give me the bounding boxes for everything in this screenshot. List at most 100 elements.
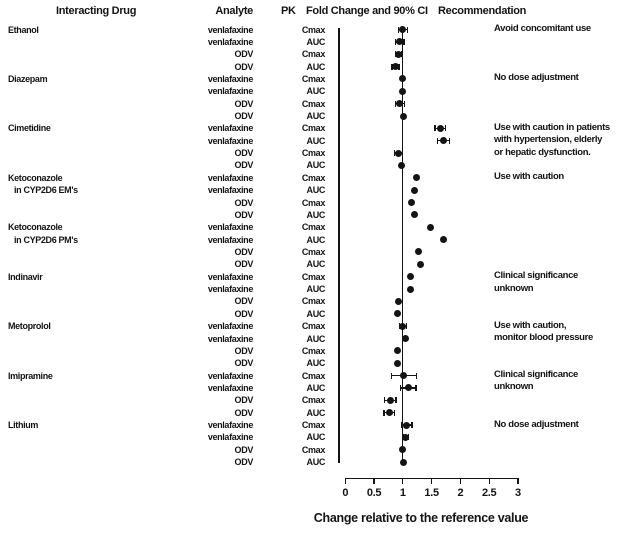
analyte-cell: ODV	[234, 209, 254, 220]
drug-label: Indinavir	[8, 271, 43, 282]
ci-cap-right	[444, 125, 447, 132]
plot-left-border	[338, 28, 340, 463]
analyte-cell: venlafaxine	[207, 185, 254, 196]
point-estimate-dot	[399, 112, 407, 120]
point-estimate-dot	[411, 186, 419, 194]
pk-cell: AUC	[306, 382, 326, 393]
point-estimate-dot	[406, 285, 414, 293]
pk-cell: Cmax	[301, 271, 325, 282]
recommendation-text: No dose adjustment	[494, 418, 579, 430]
point-estimate-dot	[436, 124, 444, 132]
point-estimate-dot	[399, 87, 407, 95]
column-header-recommendation: Recommendation	[438, 5, 527, 17]
point-estimate-dot	[439, 236, 447, 244]
analyte-cell: venlafaxine	[207, 382, 254, 393]
axis-tick	[459, 477, 462, 484]
pk-cell: AUC	[306, 259, 326, 270]
recommendation-text: No dose adjustment	[494, 72, 579, 84]
x-axis-title: Change relative to the reference value	[313, 511, 529, 525]
analyte-cell: venlafaxine	[207, 271, 254, 282]
ci-cap-left	[383, 397, 386, 404]
pk-cell: Cmax	[301, 246, 325, 257]
ci-cap-right	[398, 63, 400, 70]
ci-cap-left	[401, 422, 403, 429]
analyte-cell: ODV	[234, 197, 254, 208]
axis-tick	[373, 477, 375, 484]
point-estimate-dot	[406, 273, 414, 281]
analyte-cell: ODV	[234, 308, 254, 319]
analyte-cell: ODV	[234, 407, 254, 418]
recommendation-text: unknown	[494, 282, 534, 294]
point-estimate-dot	[399, 372, 407, 380]
pk-cell: Cmax	[301, 296, 325, 307]
pk-cell: Cmax	[301, 321, 325, 332]
ci-cap-right	[411, 422, 413, 429]
pk-cell: AUC	[306, 407, 326, 418]
analyte-cell: venlafaxine	[207, 123, 254, 134]
ci-cap-right	[401, 150, 403, 157]
pk-cell: Cmax	[301, 73, 325, 84]
ci-cap-right	[415, 384, 417, 391]
ci-cap-left	[394, 38, 397, 45]
pk-cell: Cmax	[301, 98, 325, 109]
analyte-cell: ODV	[234, 358, 254, 369]
point-estimate-dot	[417, 260, 425, 268]
axis-tick	[402, 477, 404, 484]
ci-cap-right	[416, 372, 418, 379]
pk-cell: AUC	[306, 135, 326, 146]
axis-tick	[430, 477, 433, 484]
axis-tick	[488, 477, 490, 484]
column-header-analyte: Analyte	[215, 5, 253, 17]
column-header-pk: PK	[281, 5, 296, 17]
axis-tick-label: 3	[515, 487, 521, 499]
pk-cell: Cmax	[301, 420, 325, 431]
point-estimate-dot	[403, 421, 411, 429]
point-estimate-dot	[426, 223, 434, 231]
analyte-cell: ODV	[234, 444, 254, 455]
analyte-cell: ODV	[234, 148, 254, 159]
ci-cap-right	[448, 137, 451, 144]
reference-line	[402, 28, 404, 463]
point-estimate-dot	[396, 100, 404, 108]
recommendation-text: Avoid concomitant use	[494, 23, 591, 34]
column-header-interacting-drug: Interacting Drug	[56, 5, 137, 17]
point-estimate-dot	[402, 335, 410, 342]
recommendation-text: Clinical significance	[494, 270, 578, 282]
point-estimate-dot	[402, 433, 410, 441]
ci-cap-left	[393, 150, 395, 157]
pk-cell: Cmax	[301, 123, 325, 134]
pk-cell: Cmax	[301, 24, 325, 35]
analyte-cell: ODV	[234, 345, 254, 356]
pk-cell: AUC	[306, 358, 326, 369]
ci-cap-left	[390, 372, 393, 379]
analyte-cell: ODV	[234, 296, 254, 307]
drug-label: Imipramine	[8, 370, 53, 381]
pk-cell: AUC	[306, 209, 326, 220]
analyte-cell: venlafaxine	[207, 24, 254, 35]
point-estimate-dot	[411, 211, 419, 219]
analyte-cell: ODV	[234, 98, 254, 109]
analyte-cell: venlafaxine	[207, 370, 254, 381]
point-estimate-dot	[399, 322, 407, 330]
axis-tick-label: 1.5	[424, 487, 439, 499]
axis-tick-label: 2	[457, 487, 464, 499]
axis-tick-label: 0.5	[366, 487, 382, 499]
drug-label: Cimetidine	[8, 123, 51, 134]
pk-cell: AUC	[306, 308, 326, 319]
pk-cell: AUC	[306, 333, 326, 344]
drug-label: Lithium	[8, 420, 39, 431]
analyte-cell: venlafaxine	[207, 321, 254, 332]
pk-cell: Cmax	[301, 172, 325, 183]
point-estimate-dot	[385, 409, 393, 417]
analyte-cell: venlafaxine	[207, 420, 254, 431]
pk-cell: Cmax	[301, 49, 325, 60]
recommendation-text: Clinical significance	[494, 369, 578, 381]
analyte-cell: venlafaxine	[207, 36, 254, 47]
pk-cell: AUC	[306, 160, 326, 171]
analyte-cell: venlafaxine	[207, 135, 254, 146]
ci-cap-right	[395, 397, 397, 404]
pk-cell: AUC	[306, 432, 326, 443]
pk-cell: Cmax	[301, 222, 325, 233]
pk-cell: AUC	[306, 234, 326, 245]
recommendation-text: or hepatic dysfunction.	[494, 146, 591, 158]
